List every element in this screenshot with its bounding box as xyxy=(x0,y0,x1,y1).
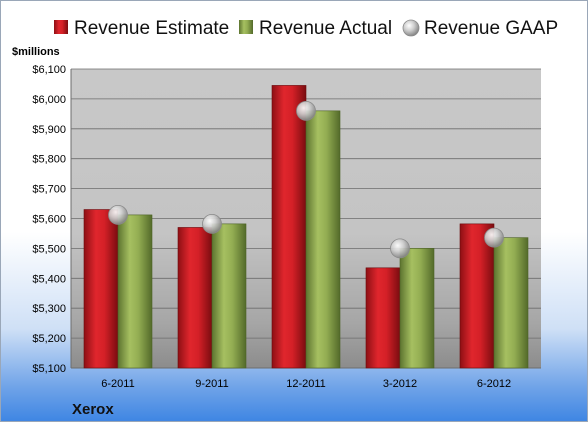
x-tick-label: 9-2011 xyxy=(195,378,228,390)
marker-revenue-gaap xyxy=(296,100,316,121)
y-tick-label: $5,400 xyxy=(32,273,66,285)
bar-revenue-estimate xyxy=(177,227,213,369)
legend: Revenue Estimate Revenue Actual Revenue … xyxy=(54,18,558,39)
legend-label-actual: Revenue Actual xyxy=(259,18,392,39)
x-tick-label: 6-2012 xyxy=(477,378,511,390)
bar-revenue-actual xyxy=(493,237,529,369)
bar-revenue-actual xyxy=(305,110,341,369)
bar-revenue-estimate xyxy=(83,209,119,369)
y-tick-label: $5,300 xyxy=(32,303,66,315)
y-axis-ticks: $5,100 $5,200 $5,300 $5,400 $5,500 $5,600 $5,7… xyxy=(32,64,66,375)
x-tick-label: 6-2011 xyxy=(101,378,134,390)
y-tick-label: $6,000 xyxy=(32,94,66,106)
bar-revenue-estimate xyxy=(365,267,401,369)
y-tick-label: $5,100 xyxy=(32,363,66,375)
bar-revenue-actual xyxy=(117,214,153,369)
legend-swatch-estimate xyxy=(54,20,68,34)
company-label: Xerox xyxy=(72,401,114,418)
y-tick-label: $5,200 xyxy=(32,333,66,345)
y-tick-label: $5,600 xyxy=(32,214,66,226)
marker-revenue-gaap xyxy=(108,205,128,225)
legend-marker-gaap xyxy=(402,19,420,37)
y-tick-label: $5,500 xyxy=(32,243,66,255)
gaap-markers xyxy=(108,100,504,259)
legend-swatch-actual xyxy=(239,20,253,34)
marker-revenue-gaap xyxy=(390,238,410,259)
bar-revenue-actual xyxy=(399,248,435,369)
legend-label-estimate: Revenue Estimate xyxy=(74,18,229,39)
bar-revenue-estimate xyxy=(271,85,307,369)
x-tick-label: 3-2012 xyxy=(383,378,417,390)
y-tick-label: $6,100 xyxy=(32,64,66,76)
y-tick-label: $5,900 xyxy=(32,124,66,136)
marker-revenue-gaap xyxy=(484,227,504,248)
y-tick-label: $5,800 xyxy=(32,154,66,166)
x-axis-ticks: 6-2011 9-2011 12-2011 3-2012 6-2012 xyxy=(101,378,511,390)
bar-revenue-estimate xyxy=(459,223,495,369)
x-tick-label: 12-2011 xyxy=(286,378,326,390)
legend-label-gaap: Revenue GAAP xyxy=(424,18,558,39)
bars xyxy=(83,85,529,369)
y-axis-unit-label: $millions xyxy=(12,46,60,58)
marker-revenue-gaap xyxy=(202,213,222,234)
bar-revenue-actual xyxy=(211,223,247,369)
y-tick-label: $5,700 xyxy=(32,184,66,196)
